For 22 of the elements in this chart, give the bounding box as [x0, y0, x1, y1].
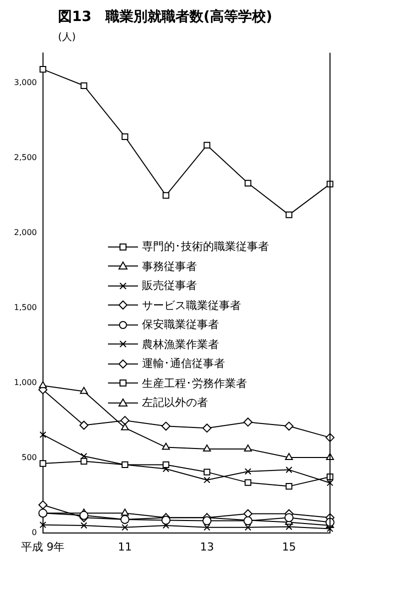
y-tick-label: 3,000	[14, 78, 37, 87]
legend-label: 左記以外の者	[142, 395, 208, 411]
legend-label: 販売従事者	[142, 278, 197, 294]
legend-label: 事務従事者	[142, 258, 197, 274]
legend-label: サービス職業従事者	[142, 298, 241, 314]
legend-label: 農林漁業作業者	[142, 336, 219, 352]
y-tick-label: 500	[22, 452, 37, 462]
legend-label: 生産工程･労務作業者	[142, 376, 247, 392]
x-tick-label: 平成 9年	[21, 540, 65, 554]
x-tick-label: 11	[118, 540, 132, 554]
y-tick-label: 1,000	[14, 378, 37, 387]
x-tick-label: 13	[200, 540, 214, 554]
y-tick-label: 2,500	[14, 152, 37, 162]
legend-label: 運輸･通信従事者	[142, 356, 225, 372]
legend-label: 保安職業従事者	[142, 317, 219, 333]
y-tick-label: 1,500	[14, 302, 37, 312]
chart-title: 図13 職業別就職者数(高等学校)	[57, 8, 274, 27]
y-tick-label: 0	[32, 528, 37, 537]
x-tick-label: 15	[282, 540, 296, 554]
y-tick-label: 2,000	[14, 228, 37, 237]
legend-label: 専門的･技術的職業従事者	[142, 239, 269, 255]
y-axis-title: (人)	[57, 31, 77, 43]
